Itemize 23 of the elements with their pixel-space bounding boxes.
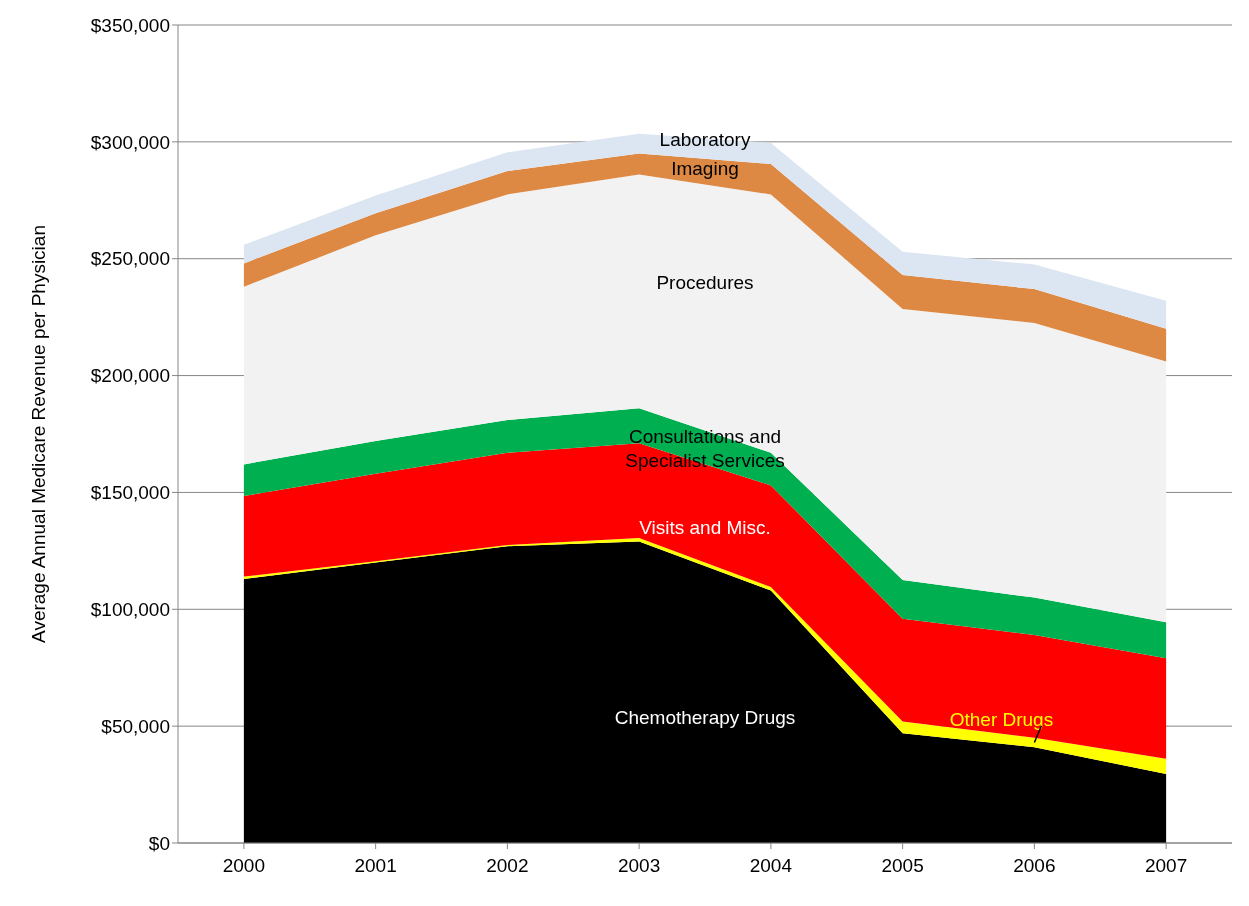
x-tick-label: 2004 — [749, 855, 793, 877]
x-tick-label: 2006 — [1013, 855, 1056, 877]
x-tick-label: 2007 — [1144, 855, 1188, 877]
x-tick-label: 2000 — [222, 855, 266, 877]
y-tick-label: $250,000 — [90, 248, 170, 270]
y-tick-label: $100,000 — [90, 599, 170, 621]
y-tick-label: $200,000 — [90, 365, 170, 387]
x-tick-label: 2001 — [354, 855, 397, 877]
x-tick-label: 2005 — [881, 855, 924, 877]
y-tick-label: $350,000 — [90, 14, 170, 36]
y-axis-title: Average Annual Medicare Revenue per Physician — [27, 225, 49, 643]
x-tick-label: 2002 — [486, 855, 529, 877]
y-tick-label: $150,000 — [90, 482, 170, 504]
y-tick-label: $0 — [148, 832, 170, 854]
series-label: Chemotherapy Drugs — [614, 707, 796, 729]
series-label: Laboratory — [659, 129, 751, 151]
series-label: Imaging — [671, 158, 739, 180]
series-label: Procedures — [656, 271, 754, 293]
y-tick-label: $300,000 — [90, 131, 170, 153]
y-tick-label: $50,000 — [101, 715, 170, 737]
series-label: Other Drugs — [949, 708, 1054, 730]
x-tick-label: 2003 — [617, 855, 661, 877]
series-label: Visits and Misc. — [639, 517, 771, 539]
